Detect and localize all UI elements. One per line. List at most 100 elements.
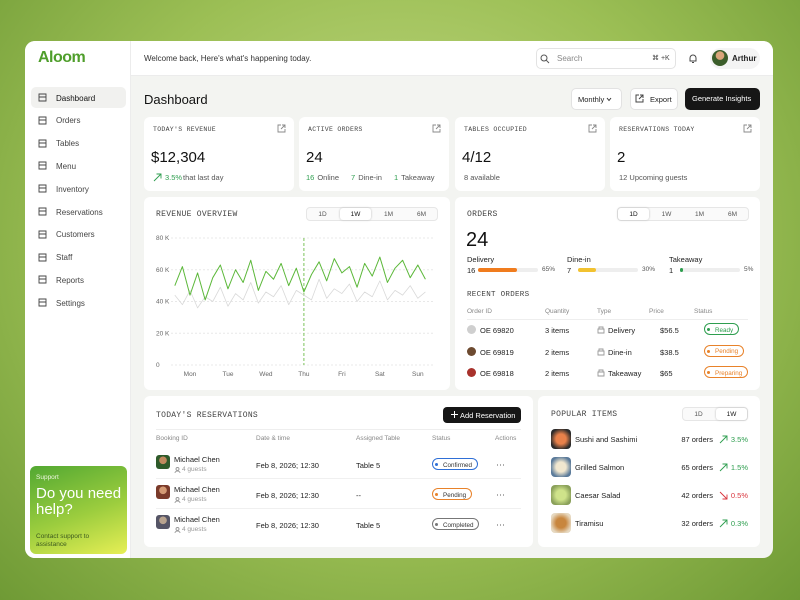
range-tab[interactable]: 1M (694, 210, 705, 218)
range-tab[interactable]: 6M (727, 210, 738, 218)
nav-icon (38, 161, 47, 170)
type-icon-shape (597, 326, 605, 334)
export-icon (635, 94, 644, 103)
nav-item[interactable] (31, 87, 126, 108)
revenue-chart: 0 20 K 40 K 60 K 80 K Mon Tue Wed Thu Fri Sat Sun (156, 235, 433, 378)
more-icon[interactable] (496, 461, 505, 470)
trend-icon (719, 435, 728, 444)
stat-value: $12,304 (151, 149, 206, 166)
status-dot (435, 463, 438, 466)
bell-icon[interactable] (688, 53, 698, 64)
stat-card (455, 117, 605, 191)
guest-name: Michael Chen (174, 485, 220, 494)
nav-icon-shape (38, 139, 47, 148)
trend-icon-shape (719, 519, 728, 528)
order-id: OE 69818 (480, 369, 514, 378)
item-orders: 87 orders (681, 435, 713, 444)
range-tab[interactable]: 1D (618, 208, 649, 220)
breakdown-count: 7 (567, 266, 572, 275)
export-button[interactable]: Export (630, 88, 678, 110)
range-tab[interactable]: 1M (383, 210, 394, 218)
nav-label: Menu (56, 161, 77, 171)
open-icon-shape (588, 124, 597, 133)
page-title: Dashboard (144, 92, 208, 107)
share-label: 65% (542, 266, 556, 273)
order-type: Delivery (608, 326, 636, 335)
y-tick-label: 20 K (156, 330, 170, 337)
nav-icon-shape (38, 207, 47, 216)
status-dot (707, 328, 710, 331)
trend-icon (153, 173, 162, 182)
card-title: REVENUE OVERVIEW (156, 210, 238, 219)
brand[interactable]: Aloom (38, 49, 86, 66)
share-bar (478, 268, 517, 272)
range-tab[interactable]: 1D (694, 410, 703, 418)
nav-icon-shape (38, 230, 47, 239)
bar-track (680, 268, 740, 272)
period-select[interactable]: Monthly (571, 88, 622, 110)
item-orders: 42 orders (681, 491, 713, 500)
more-icon[interactable] (496, 521, 505, 530)
more-icon[interactable] (496, 491, 505, 500)
divider (467, 319, 748, 320)
item-change: 0.5% (730, 491, 748, 500)
topbar (131, 41, 773, 76)
order-quantity: 2 items (545, 347, 570, 357)
search-box[interactable] (536, 48, 676, 69)
share-bar (578, 268, 596, 272)
range-tab[interactable]: 1W (340, 208, 371, 220)
support-text: Contact support to assistance (36, 533, 90, 548)
support-card[interactable] (30, 466, 127, 554)
range-tab[interactable]: 1W (661, 210, 672, 218)
range-tab[interactable]: 1W (716, 408, 747, 420)
guest-avatar (156, 515, 170, 529)
insights-button[interactable]: Generate Insights (685, 88, 760, 110)
trend-icon-shape (719, 463, 728, 472)
nav-icon (38, 230, 47, 239)
nav-icon-shape (38, 184, 47, 193)
column-header: Booking ID (156, 435, 188, 442)
status-dot (435, 493, 438, 496)
user-name: Arthur (732, 54, 757, 63)
guest-name: Michael Chen (174, 515, 220, 524)
stat-value: 2 (617, 149, 626, 166)
nav-icon (38, 275, 47, 284)
order-price: $56.5 (660, 326, 679, 335)
stat-value: 24 (306, 149, 323, 166)
status-pill: Completed (432, 518, 480, 530)
status-pill: Preparing (704, 366, 749, 378)
share-bar (680, 268, 683, 272)
open-icon-shape (743, 124, 752, 133)
range-tab[interactable]: 6M (416, 210, 427, 218)
search-icon (540, 54, 550, 64)
part-label: Dine-in (358, 173, 382, 182)
stat-card (610, 117, 760, 191)
status-pill: Pending (704, 344, 745, 357)
nav-label: Customers (56, 230, 95, 240)
range-tab[interactable]: 1D (318, 210, 327, 218)
part-count: 7 (351, 173, 356, 182)
type-icon-shape (597, 369, 605, 377)
series-line (174, 256, 426, 301)
column-header: Order ID (467, 308, 492, 315)
insights-label: Generate Insights (692, 94, 752, 103)
order-type: Dine-in (608, 347, 632, 357)
stat-note: that last day (183, 173, 224, 182)
bar-track (578, 268, 638, 272)
booking-date: Feb 8, 2026; 12:30 (256, 491, 319, 500)
breakdown-label: Takeaway (669, 255, 703, 264)
x-tick-label: Mon (184, 371, 197, 378)
column-header: Actions (495, 435, 517, 442)
support-label: Support (36, 474, 59, 481)
welcome: Welcome back, Here's what's happening to… (144, 54, 312, 63)
part-label: Takeaway (401, 173, 435, 182)
add-button[interactable]: Add Reservation (443, 407, 521, 423)
booking-table: Table 5 (356, 521, 381, 530)
y-tick-label: 80 K (156, 235, 170, 242)
trend-icon (719, 519, 728, 528)
order-price: $38.5 (660, 347, 679, 357)
nav-label: Reservations (56, 207, 103, 217)
guest-icon (174, 467, 181, 473)
item-name: Grilled Salmon (575, 463, 625, 472)
